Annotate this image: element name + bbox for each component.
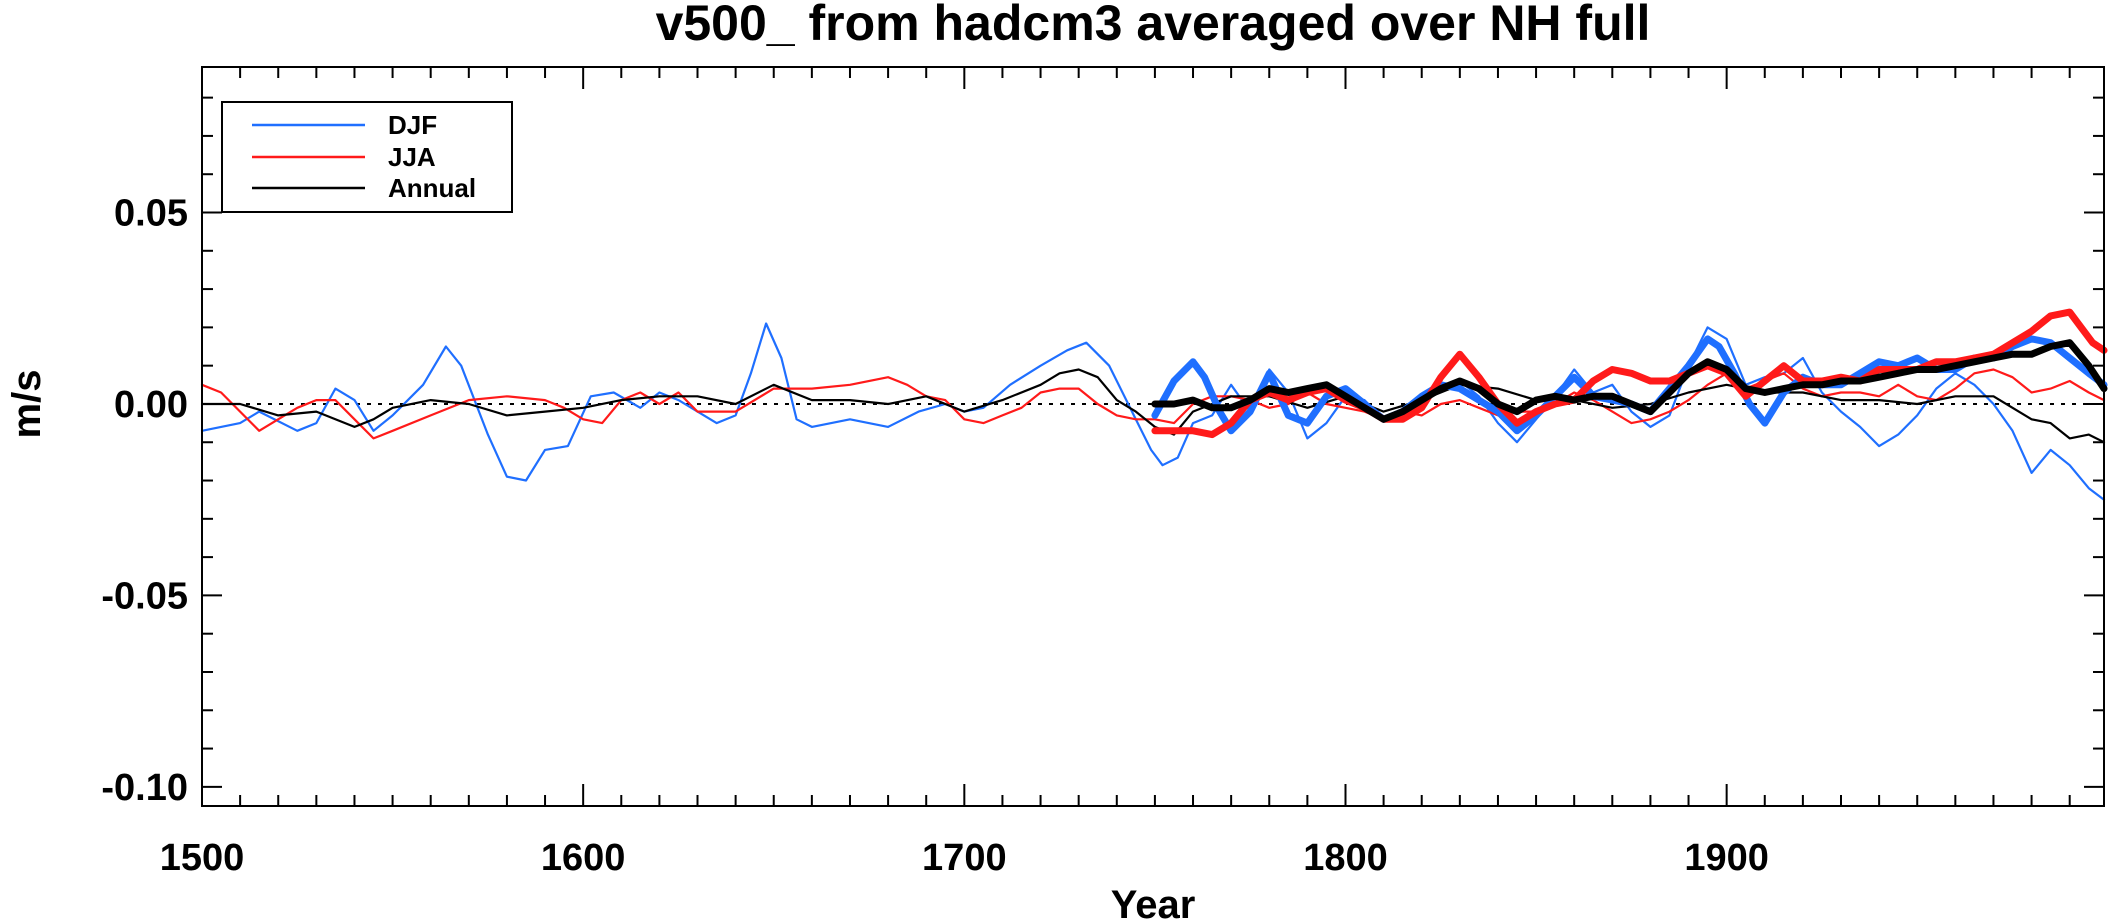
x-axis-label: Year [1111,883,1196,923]
legend-label-annual: Annual [388,173,476,203]
series-line-annual [200,368,2106,444]
y-tick-label: 0.00 [114,384,188,426]
legend: DJF JJA Annual [221,101,513,213]
y-axis-label: m/s [5,370,49,439]
series-line-annual-smoothed [1151,339,2108,423]
y-tick-label: -0.05 [101,575,188,617]
x-tick-label: 1900 [1684,837,1769,879]
x-tick-label: 1600 [541,837,626,879]
y-tick-label: -0.10 [101,767,188,809]
plot-frame [201,66,2105,807]
legend-label-jja: JJA [388,142,436,172]
x-tick-label: 1500 [160,837,245,879]
x-tick-label: 1800 [1303,837,1388,879]
series-layer [200,308,2108,501]
x-tick-label: 1700 [922,837,1007,879]
axis-layer: 1500 1600 1700 1800 1900 -0.10 -0.05 0.00 0.05 [101,67,2104,879]
y-tick-label: 0.05 [114,193,188,235]
legend-label-djf: DJF [388,110,437,140]
series-line-jja-smoothed [1151,308,2108,439]
chart-title: v500_ from hadcm3 averaged over NH full [656,0,1651,51]
